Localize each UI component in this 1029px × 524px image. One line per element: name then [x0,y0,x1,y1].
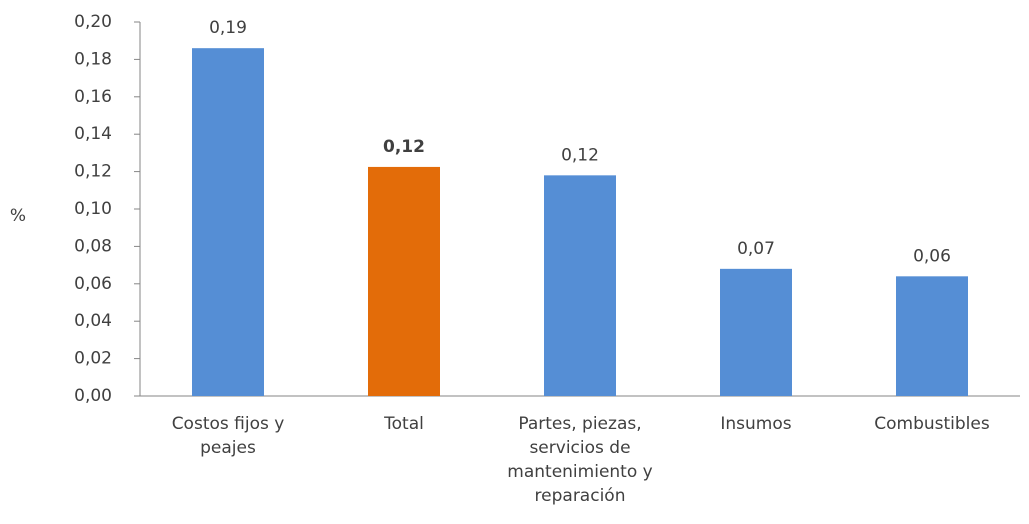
bar [720,268,792,396]
x-tick-label: Costos fijos y peajes [171,414,285,458]
y-tick-label: 0,14 [74,124,112,144]
y-tick-label: 0,16 [74,87,112,107]
value-label: 0,06 [913,246,951,266]
bar [192,48,264,397]
value-label: 0,12 [383,137,425,157]
value-label: 0,12 [561,145,599,165]
x-tick-label: Insumos [720,414,792,434]
y-axis-label: % [10,206,26,226]
value-label: 0,19 [209,18,247,38]
value-label: 0,07 [737,239,775,259]
y-tick-label: 0,00 [74,386,112,406]
bar [896,276,968,396]
y-tick-label: 0,08 [74,236,112,256]
y-tick-label: 0,04 [74,311,112,331]
y-tick-label: 0,20 [74,12,112,32]
y-tick-label: 0,12 [74,162,112,182]
bar [544,175,616,396]
y-tick-label: 0,18 [74,49,112,69]
bar [368,166,440,396]
x-tick-label: Partes, piezas, servicios de mantenimien… [507,414,653,506]
x-tick-label: Total [384,414,424,434]
y-tick-label: 0,10 [74,199,112,219]
x-tick-label: Combustibles [874,414,990,434]
y-tick-label: 0,02 [74,349,112,369]
y-tick-label: 0,06 [74,274,112,294]
